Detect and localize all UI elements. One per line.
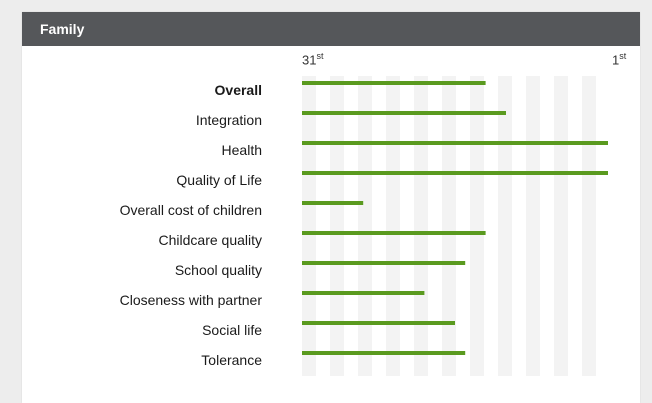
category-label: Tolerance (201, 352, 262, 368)
axis-tick-left: 31st (302, 51, 323, 67)
category-label: Integration (195, 112, 262, 128)
axis-tick-left-suffix: st (316, 51, 324, 61)
category-label: Health (221, 142, 262, 158)
category-label: Closeness with partner (119, 292, 262, 308)
category-label: Overall (214, 82, 262, 98)
axis-tick-left-number: 31 (302, 52, 317, 68)
panel-title: Family (22, 12, 640, 46)
category-label: Social life (202, 322, 262, 338)
category-label: Childcare quality (158, 232, 263, 248)
axis-tick-right: 1st (612, 51, 626, 67)
axis-tick-right-number: 1 (612, 52, 620, 68)
axis-tick-right-suffix: st (619, 51, 627, 61)
category-label: Overall cost of children (119, 202, 262, 218)
category-label: Quality of Life (176, 172, 262, 188)
category-label: School quality (174, 262, 262, 278)
